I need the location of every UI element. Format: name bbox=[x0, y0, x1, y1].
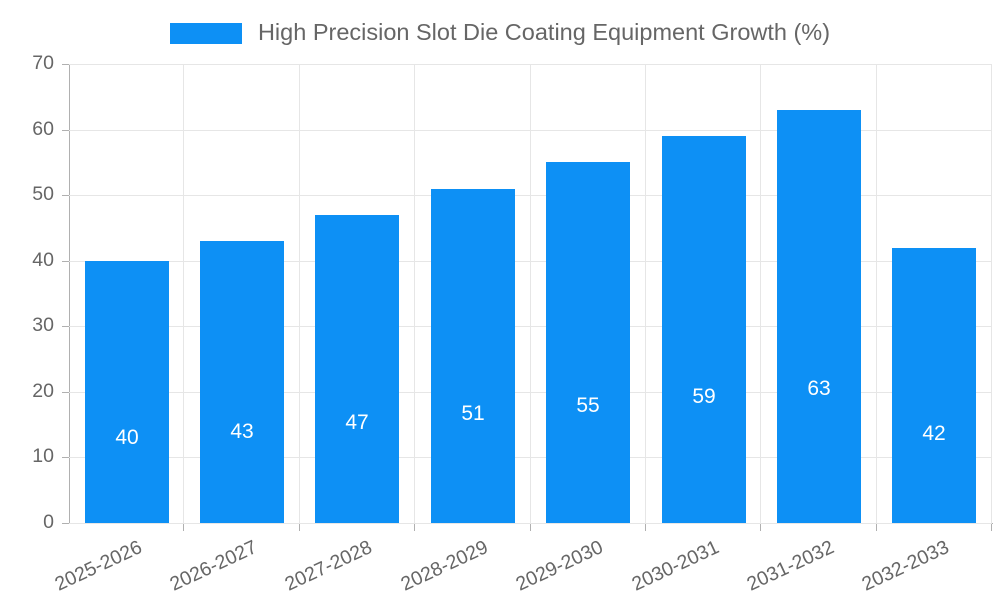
bar[interactable] bbox=[315, 215, 399, 523]
x-axis-tick bbox=[414, 524, 415, 531]
x-axis-label: 2030-2031 bbox=[628, 536, 723, 596]
x-axis-tick bbox=[530, 524, 531, 531]
bar-value-label: 43 bbox=[230, 420, 254, 443]
x-axis-tick bbox=[645, 524, 646, 531]
bar[interactable] bbox=[662, 136, 746, 523]
x-axis-label: 2026-2027 bbox=[166, 536, 261, 596]
x-axis-label: 2032-2033 bbox=[858, 536, 953, 596]
x-gridline bbox=[991, 64, 992, 523]
y-axis-label: 40 bbox=[32, 248, 54, 271]
x-gridline bbox=[183, 64, 184, 523]
y-axis-label: 70 bbox=[32, 52, 54, 74]
plot-area: 40 43 47 51 55 59 63 42 bbox=[69, 64, 992, 524]
bar-value-label: 42 bbox=[922, 422, 946, 445]
y-axis-tick bbox=[62, 457, 69, 459]
y-axis-tick bbox=[62, 195, 69, 197]
y-axis-tick bbox=[62, 391, 69, 393]
y-gridline bbox=[69, 523, 992, 524]
y-axis-label: 50 bbox=[32, 183, 54, 206]
bar-value-label: 47 bbox=[345, 411, 369, 434]
y-axis-label: 60 bbox=[32, 117, 54, 140]
bar-value-label: 63 bbox=[807, 377, 831, 400]
bar-value-label: 55 bbox=[576, 394, 600, 417]
x-gridline bbox=[760, 64, 761, 523]
x-gridline bbox=[414, 64, 415, 523]
y-axis-label: 0 bbox=[43, 511, 54, 533]
y-axis-line bbox=[69, 64, 70, 524]
y-axis-tick bbox=[62, 523, 69, 524]
x-gridline bbox=[299, 64, 300, 523]
y-axis-tick bbox=[62, 260, 69, 262]
x-gridline bbox=[530, 64, 531, 523]
bar-value-label: 51 bbox=[461, 402, 485, 425]
bar[interactable] bbox=[85, 261, 169, 523]
bar[interactable] bbox=[777, 110, 861, 523]
bar[interactable] bbox=[200, 241, 284, 523]
x-axis-tick bbox=[991, 524, 992, 531]
x-axis-label: 2031-2032 bbox=[743, 536, 838, 596]
y-axis-label: 10 bbox=[32, 445, 54, 468]
x-axis-label: 2027-2028 bbox=[282, 536, 376, 596]
y-axis-tick bbox=[62, 129, 69, 131]
bar[interactable] bbox=[546, 162, 630, 523]
x-axis-tick bbox=[876, 524, 877, 531]
y-axis-label: 30 bbox=[32, 314, 54, 337]
bar-value-label: 40 bbox=[115, 426, 139, 449]
x-axis-tick bbox=[299, 524, 300, 531]
bar-value-label: 59 bbox=[692, 385, 716, 408]
y-axis-label: 20 bbox=[32, 379, 54, 402]
bar[interactable] bbox=[431, 189, 515, 523]
y-axis-tick bbox=[62, 326, 69, 328]
y-axis-tick bbox=[62, 64, 69, 65]
x-gridline bbox=[645, 64, 646, 523]
legend-color-swatch bbox=[169, 22, 242, 44]
x-axis-label: 2025-2026 bbox=[51, 536, 146, 596]
x-axis-label: 2029-2030 bbox=[512, 536, 607, 596]
x-axis-label: 2028-2029 bbox=[397, 536, 492, 596]
x-gridline bbox=[876, 64, 877, 523]
chart-legend: High Precision Slot Die Coating Equipmen… bbox=[0, 14, 1000, 52]
legend-label: High Precision Slot Die Coating Equipmen… bbox=[257, 19, 831, 46]
x-axis-tick bbox=[760, 524, 761, 531]
x-axis-tick bbox=[183, 524, 184, 531]
bar[interactable] bbox=[892, 248, 976, 523]
